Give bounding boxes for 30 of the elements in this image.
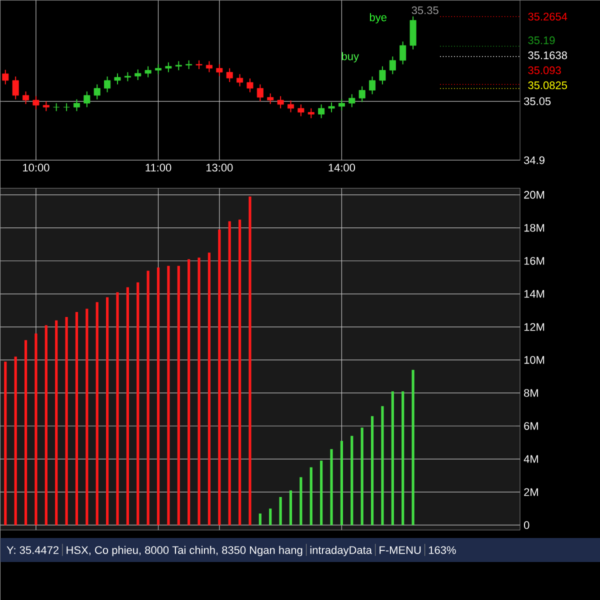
y-tick-label: 14M [524,290,544,298]
text: intradayData [310,546,372,556]
ref-line-label: 35.0825 [528,81,568,90]
x-tick-label: 14:00 [328,164,356,172]
annotation: buy [342,52,359,62]
annotation: 35.35 [412,6,438,14]
text: Y: 35.4472 [6,546,59,554]
y-tick-label: 20M [524,190,544,199]
y-tick-label: 35.05 [524,97,551,106]
text: 163% [428,546,456,554]
ref-line-label: 35.2654 [528,12,568,21]
y-tick-label: 8M [524,389,538,397]
text: F-MENU [380,546,421,554]
y-tick-label: 18M [524,224,544,232]
ref-line-label: 35.1638 [528,51,567,60]
ref-line-label: 35.19 [528,36,555,44]
y-tick-label: 10M [524,356,544,364]
y-tick-label: 6M [524,422,538,430]
x-tick-label: 11:00 [146,164,172,172]
y-tick-label: 0 [524,521,530,529]
annotation: bye [370,13,386,24]
y-tick-label: 16M [524,256,544,265]
y-tick-label: 34.9 [524,156,544,164]
x-tick-label: 10:00 [23,164,50,172]
y-tick-label: 2M [524,488,538,496]
y-tick-label: 12M [524,323,544,331]
y-tick-label: 4M [524,455,538,463]
ref-line-label: 35.093 [528,66,561,74]
x-tick-label: 13:00 [206,164,233,172]
text: HSX, Co phieu, 8000 Tai chinh, 8350 Ngan hang [66,546,302,556]
